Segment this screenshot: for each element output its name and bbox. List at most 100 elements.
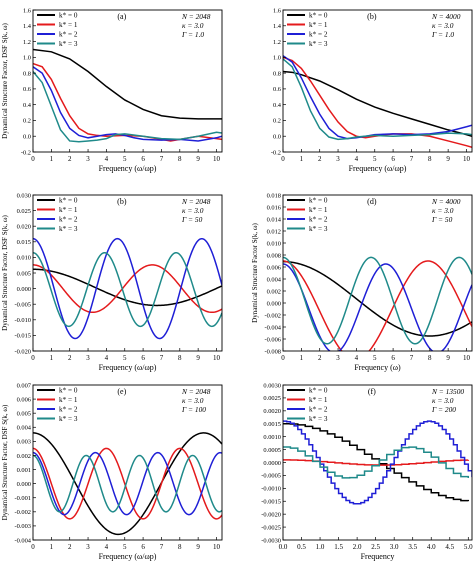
param-text: κ = 3.0 — [182, 21, 204, 30]
x-tick-label: 1 — [300, 155, 304, 163]
y-tick-label: 1.4 — [23, 23, 32, 30]
series-line-k3 — [283, 58, 472, 141]
x-tick-label: 9 — [446, 155, 450, 163]
x-tick-label: 5.0 — [464, 543, 473, 551]
panel-label: (e) — [117, 387, 126, 396]
y-tick-label: -0.002 — [264, 312, 281, 319]
y-tick-label: 0.0015 — [263, 421, 281, 428]
param-text: Γ = 50 — [431, 215, 453, 224]
x-axis-label: Frequency (ω/ωp) — [349, 164, 407, 173]
y-tick-label: 1.6 — [23, 7, 31, 14]
y-tick-label: 0.004 — [267, 276, 282, 283]
y-tick-label: -0.001 — [14, 495, 31, 502]
legend-label: k* = 2 — [59, 406, 78, 414]
series-line-k1 — [33, 62, 222, 142]
y-tick-label: -0.003 — [14, 523, 31, 530]
x-tick-label: 9 — [196, 543, 200, 551]
chart-panel-2: 0 1 2 3 4 5 6 7 8 9 10 -0.2 0.0 0.2 0.4 0.6 0.8 1.0 1.2 1.4… — [271, 7, 473, 173]
x-tick-label: 0 — [31, 155, 35, 163]
y-tick-label: 0.008 — [267, 252, 281, 259]
x-axis-label: Frequency (ω/ωp) — [99, 363, 157, 372]
y-tick-label: 0.000 — [17, 286, 31, 293]
y-tick-label: -0.0025 — [261, 524, 281, 531]
x-tick-label: 9 — [446, 354, 450, 362]
legend-label: k* = 0 — [309, 387, 328, 395]
y-tick-label: 0.007 — [17, 382, 32, 389]
y-tick-label: -0.010 — [14, 317, 31, 324]
y-axis-label: Dynamical Structure Factor, DSF S(k, ω) — [1, 214, 9, 330]
legend-label: k* = 1 — [309, 206, 328, 214]
x-tick-label: 10 — [463, 155, 471, 163]
series-line-k2 — [283, 263, 472, 351]
x-tick-label: 2 — [68, 543, 72, 551]
x-tick-label: 0 — [281, 155, 285, 163]
y-tick-label: 1.2 — [23, 39, 31, 46]
legend-label: k* = 1 — [309, 21, 328, 29]
legend-label: k* = 3 — [59, 40, 78, 48]
legend-label: k* = 1 — [59, 206, 78, 214]
x-tick-label: 5 — [123, 155, 127, 163]
x-tick-label: 5 — [123, 354, 127, 362]
y-tick-label: -0.004 — [264, 324, 281, 331]
legend-label: k* = 0 — [59, 12, 78, 20]
y-tick-label: 0.8 — [23, 70, 31, 77]
x-tick-label: 0 — [31, 354, 35, 362]
y-tick-label: 0.0025 — [263, 395, 281, 402]
x-tick-label: 1.5 — [334, 543, 343, 551]
x-tick-label: 1 — [50, 543, 54, 551]
x-tick-label: 8 — [428, 354, 432, 362]
y-tick-label: 0.0010 — [263, 434, 281, 441]
x-tick-label: 10 — [213, 155, 221, 163]
x-tick-label: 5 — [123, 543, 127, 551]
x-tick-label: 9 — [196, 354, 200, 362]
y-axis-label: Dynamical Structure Factor, DSF S(k, ω) — [1, 404, 9, 520]
y-tick-label: 0.002 — [17, 453, 31, 460]
x-tick-label: 6 — [141, 354, 145, 362]
panel-label: (b) — [117, 197, 127, 206]
x-tick-label: 10 — [463, 354, 471, 362]
y-tick-label: 0.020 — [17, 224, 31, 231]
y-tick-label: -0.015 — [14, 333, 31, 340]
x-tick-label: 2.5 — [371, 543, 380, 551]
y-tick-label: -0.004 — [14, 537, 31, 544]
y-tick-label: 1.0 — [23, 55, 31, 62]
param-text: κ = 3.0 — [432, 396, 454, 405]
param-text: κ = 3.0 — [432, 206, 454, 215]
y-tick-label: 0.6 — [23, 86, 31, 93]
legend-label: k* = 1 — [309, 396, 328, 404]
y-tick-label: 0.0005 — [263, 447, 281, 454]
param-text: κ = 3.0 — [432, 21, 454, 30]
y-tick-label: -0.0030 — [261, 537, 281, 544]
plot-frame — [282, 194, 473, 352]
chart-panel-1: 0 1 2 3 4 5 6 7 8 9 10 -0.2 0.0 0.2 0.4 0.6 0.8 1.0 1.2 1.4… — [1, 7, 223, 173]
series-line-k0 — [283, 70, 472, 137]
y-tick-label: 0.8 — [273, 70, 281, 77]
y-tick-label: 0.006 — [17, 396, 31, 403]
x-tick-label: 3.5 — [408, 543, 417, 551]
x-tick-label: 9 — [196, 155, 200, 163]
y-tick-label: 0.030 — [17, 192, 31, 199]
y-tick-label: 1.2 — [273, 39, 281, 46]
x-axis-label: Frequency (ω/ωp) — [99, 164, 157, 173]
y-tick-label: -0.006 — [264, 336, 281, 343]
y-tick-label: -0.0020 — [261, 511, 281, 518]
legend-label: k* = 0 — [309, 12, 328, 20]
y-tick-label: 0.018 — [267, 192, 281, 199]
y-tick-label: -0.2 — [271, 149, 281, 156]
legend-label: k* = 3 — [309, 225, 328, 233]
series-line-k2 — [283, 55, 472, 140]
x-tick-label: 4.0 — [427, 543, 436, 551]
series-line-k3 — [283, 256, 472, 345]
x-axis-label: Frequency — [361, 552, 395, 561]
series-line-k0 — [283, 260, 472, 337]
y-tick-label: 0.0030 — [263, 382, 281, 389]
panel-label: (f) — [368, 387, 376, 396]
y-tick-label: 0.012 — [267, 228, 281, 235]
x-tick-label: 2 — [68, 155, 72, 163]
param-text: N = 2048 — [181, 387, 211, 396]
y-tick-label: 0.0020 — [263, 408, 281, 415]
legend-label: k* = 0 — [309, 197, 328, 205]
legend-label: k* = 0 — [59, 197, 78, 205]
plot-frame — [32, 9, 223, 153]
x-tick-label: 2 — [318, 155, 322, 163]
